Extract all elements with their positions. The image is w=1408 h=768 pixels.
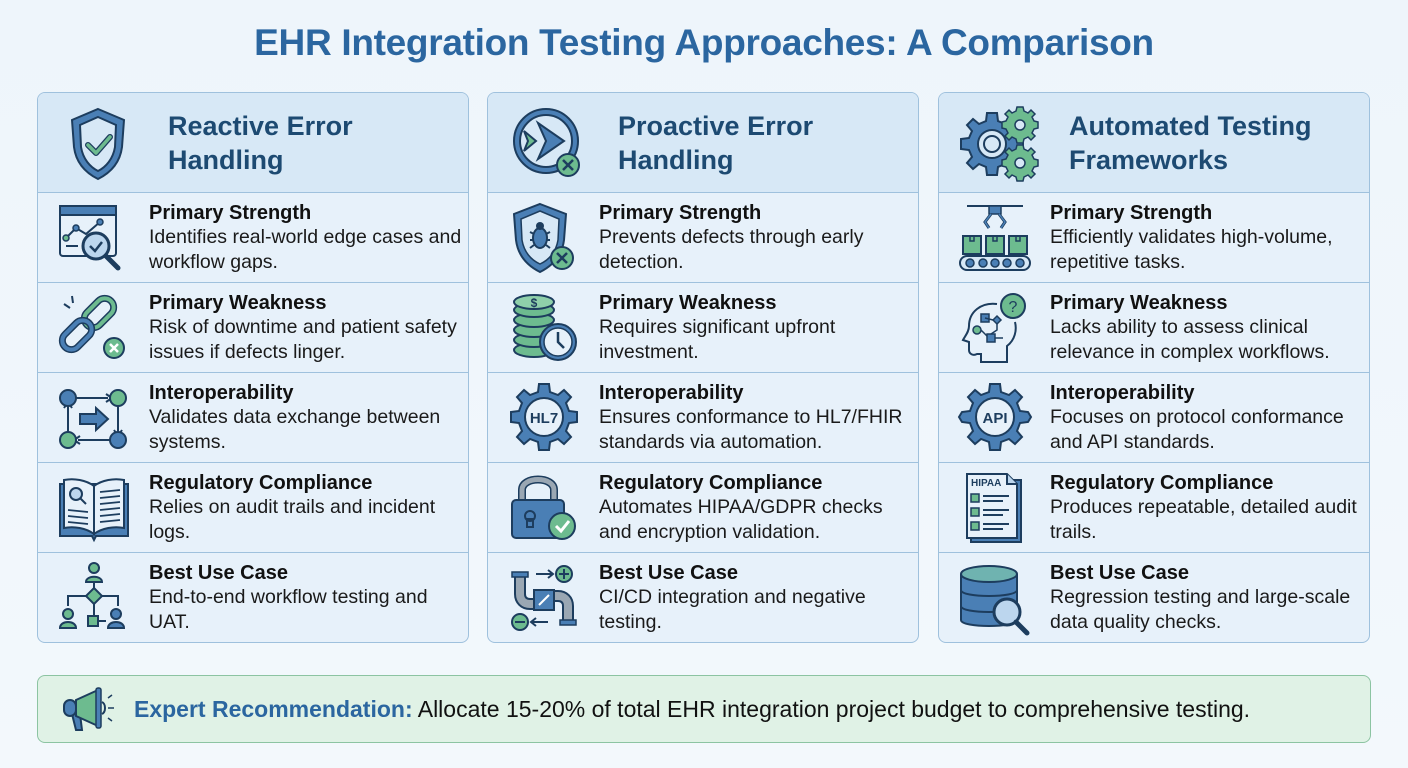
row-best-use-case: Best Use Case CI/CD integration and nega… [488, 553, 918, 642]
row-label: Regulatory Compliance [599, 471, 823, 494]
head-question-icon: ? [961, 292, 1026, 363]
broken-chain-icon [58, 294, 125, 359]
row-label: Primary Strength [599, 201, 762, 224]
svg-text:HIPAA: HIPAA [971, 478, 1001, 489]
pipeline-icon [511, 565, 577, 631]
row-label: Interoperability [599, 381, 744, 404]
row-description: Relies on audit trails and incident logs… [149, 495, 436, 543]
row-primary-weakness: $ Primary Weakness Requires significant … [488, 283, 918, 373]
data-exchange-icon [59, 388, 127, 449]
row-label: Best Use Case [1050, 562, 1189, 584]
row-primary-strength: Primary Strength Identifies real-world e… [38, 193, 468, 283]
column-automated: Automated Testing Frameworks Primary Str… [938, 92, 1370, 643]
row-description: Efficiently validates high-volume, repet… [1050, 225, 1333, 273]
shield-bug-icon [512, 202, 574, 273]
column-header: Reactive Error Handling [38, 93, 468, 193]
workflow-users-icon [58, 562, 126, 629]
row-label: Regulatory Compliance [149, 471, 373, 494]
row-description: Focuses on protocol conformance and API … [1050, 405, 1344, 453]
row-label: Regulatory Compliance [1050, 471, 1274, 494]
row-regulatory-compliance: HIPAA Regulatory Compliance Produces rep… [939, 463, 1369, 553]
coins-clock-icon: $ [513, 293, 577, 361]
row-primary-weakness: Primary Weakness Risk of downtime and pa… [38, 283, 468, 373]
expert-recommendation-banner: Expert Recommendation: Allocate 15-20% o… [37, 675, 1371, 743]
row-label: Primary Weakness [599, 291, 777, 314]
row-description: CI/CD integration and negative testing. [599, 586, 866, 633]
row-label: Interoperability [149, 381, 294, 404]
column-title: Reactive Error Handling [168, 110, 353, 175]
conveyor-robot-icon [959, 204, 1031, 271]
banner-text: Expert Recommendation: Allocate 15-20% o… [134, 696, 1250, 723]
row-description: Prevents defects through early detection… [599, 225, 864, 273]
row-label: Primary Strength [149, 201, 312, 224]
row-description: Risk of downtime and patient safety issu… [149, 315, 457, 363]
row-description: Validates data exchange between systems. [149, 405, 441, 453]
hipaa-checklist-icon: HIPAA [966, 472, 1022, 543]
row-label: Primary Weakness [1050, 291, 1228, 314]
row-description: Ensures conformance to HL7/FHIR standard… [599, 405, 903, 453]
svg-text:?: ? [1009, 299, 1018, 316]
row-label: Best Use Case [599, 562, 738, 584]
row-description: Lacks ability to assess clinical relevan… [1050, 315, 1330, 363]
shield-check-icon [70, 107, 126, 180]
api-gear-icon: API [957, 382, 1033, 451]
svg-text:HL7: HL7 [530, 410, 558, 427]
row-regulatory-compliance: Regulatory Compliance Relies on audit tr… [38, 463, 468, 553]
hl7-gear-icon: HL7 [510, 382, 578, 451]
svg-text:API: API [982, 410, 1007, 427]
row-label: Primary Strength [1050, 201, 1213, 224]
column-proactive: Proactive Error Handling Primary Strengt… [487, 92, 919, 643]
row-label: Interoperability [1050, 381, 1195, 404]
banner-label: Expert Recommendation: [134, 695, 413, 722]
megaphone-icon [63, 687, 114, 731]
column-title: Proactive Error Handling [618, 110, 814, 175]
row-description: Automates HIPAA/GDPR checks and encrypti… [599, 495, 883, 543]
row-description: End-to-end workflow testing and UAT. [149, 586, 428, 633]
column-header: Proactive Error Handling [488, 93, 918, 193]
open-book-icon [59, 477, 129, 542]
row-primary-strength: Primary Strength Efficiently validates h… [939, 193, 1369, 283]
column-title: Automated Testing Frameworks [1069, 110, 1312, 175]
row-label: Primary Weakness [149, 291, 327, 314]
row-description: Requires significant upfront investment. [599, 315, 836, 363]
svg-text:$: $ [531, 296, 538, 310]
gears-icon [960, 105, 1039, 182]
row-label: Best Use Case [149, 562, 288, 584]
row-interoperability: API Interoperability Focuses on protocol… [939, 373, 1369, 463]
page-title: EHR Integration Testing Approaches: A Co… [254, 22, 1154, 63]
row-interoperability: Interoperability Validates data exchange… [38, 373, 468, 463]
row-primary-weakness: ? Primary Weakness Lacks ability to asse… [939, 283, 1369, 373]
row-regulatory-compliance: Regulatory Compliance Automates HIPAA/GD… [488, 463, 918, 553]
row-description: Produces repeatable, detailed audit trai… [1050, 495, 1357, 543]
column-header: Automated Testing Frameworks [939, 93, 1369, 193]
row-best-use-case: Best Use Case Regression testing and lar… [939, 553, 1369, 642]
row-description: Identifies real-world edge cases and wor… [149, 225, 462, 273]
row-interoperability: HL7 Interoperability Ensures conformance… [488, 373, 918, 463]
database-search-icon [960, 565, 1030, 636]
padlock-check-icon [511, 475, 576, 540]
banner-message: Allocate 15-20% of total EHR integration… [412, 695, 1251, 722]
row-description: Regression testing and large-scale data … [1050, 586, 1351, 633]
column-reactive: Reactive Error Handling Primary Strength… [37, 92, 469, 643]
magnifier-analytics-icon [59, 204, 121, 270]
row-best-use-case: Best Use Case End-to-end workflow testin… [38, 553, 468, 642]
row-primary-strength: Primary Strength Prevents defects throug… [488, 193, 918, 283]
forward-arrow-icon [513, 107, 580, 177]
